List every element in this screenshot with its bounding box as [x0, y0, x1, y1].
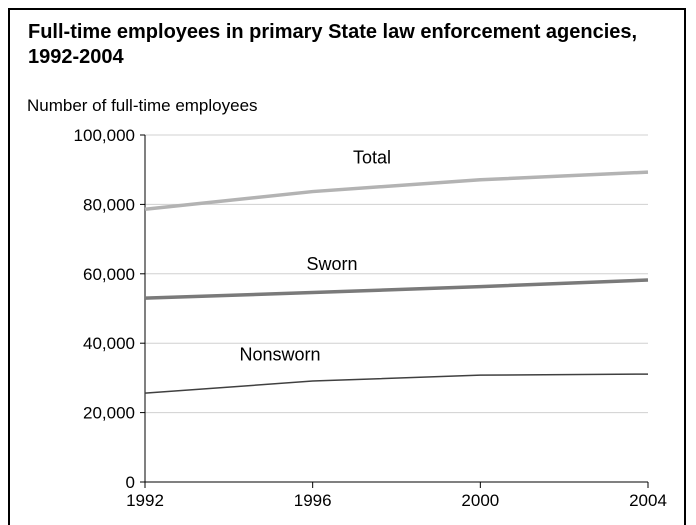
- chart-title: Full-time employees in primary State law…: [28, 21, 638, 68]
- x-tick-label: 2004: [629, 491, 667, 510]
- x-tick-label: 1992: [126, 491, 164, 510]
- series-line-nonsworn: [144, 373, 649, 394]
- y-tick-label: 60,000: [83, 265, 135, 284]
- x-tick-label: 1996: [294, 491, 332, 510]
- y-tick-label: 40,000: [83, 334, 135, 353]
- chart-frame: [8, 8, 686, 525]
- y-tick-label: 20,000: [83, 404, 135, 423]
- x-tick-label: 2000: [461, 491, 499, 510]
- series-label-nonsworn: Nonsworn: [239, 344, 320, 364]
- y-tick-label: 80,000: [83, 195, 135, 214]
- series-line-total: [144, 170, 649, 211]
- y-axis-label: Number of full-time employees: [27, 96, 258, 115]
- y-tick-label: 0: [126, 473, 135, 492]
- series-label-sworn: Sworn: [306, 254, 357, 274]
- series-line-sworn: [144, 278, 649, 300]
- series-label-total: Total: [353, 147, 391, 167]
- y-tick-label: 100,000: [74, 126, 135, 145]
